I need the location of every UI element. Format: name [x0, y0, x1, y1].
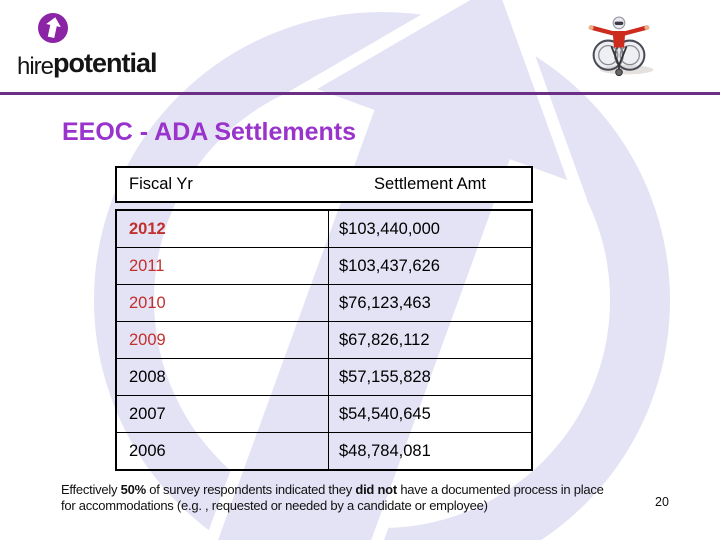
- table-row: 2006 $48,784,081: [117, 432, 531, 469]
- table-row: 2011 $103,437,626: [117, 247, 531, 284]
- footer-text: have a documented process in place: [396, 482, 604, 497]
- footer-text: Effectively: [61, 482, 121, 497]
- fiscal-year-cell: 2009: [117, 322, 329, 358]
- footer-bold-emphasis: did not: [355, 482, 397, 497]
- fiscal-year-cell: 2012: [117, 211, 329, 247]
- hirepotential-arrow-icon: [38, 13, 68, 43]
- settlements-table: 2012 $103,440,000 2011 $103,437,626 2010…: [115, 209, 533, 471]
- table-header: Fiscal Yr Settlement Amt: [115, 166, 533, 203]
- settlement-amount-cell: $103,440,000: [339, 219, 440, 238]
- fiscal-year-cell: 2011: [117, 248, 329, 284]
- footer-text-line2: for accommodations (e.g. , requested or …: [61, 497, 488, 513]
- page-title: EEOC - ADA Settlements: [62, 118, 357, 146]
- table-row: 2012 $103,440,000: [117, 211, 531, 247]
- brand-name-light: hire: [17, 53, 54, 80]
- header-divider-rule: [0, 92, 720, 95]
- column-header-settlement-amt: Settlement Amt: [374, 175, 486, 193]
- footer-note: Effectively 50% of survey respondents in…: [61, 482, 716, 513]
- table-row: 2010 $76,123,463: [117, 284, 531, 321]
- fiscal-year-cell: 2007: [117, 396, 329, 432]
- logo-area: hirepotential: [0, 0, 720, 95]
- settlement-amount-cell: $67,826,112: [339, 330, 430, 349]
- settlement-amount-cell: $48,784,081: [339, 441, 431, 460]
- table-row: 2008 $57,155,828: [117, 358, 531, 395]
- fiscal-year-cell: 2008: [117, 359, 329, 395]
- wheelchair-athlete-image: [588, 16, 654, 77]
- settlement-amount-cell: $76,123,463: [339, 293, 431, 312]
- fiscal-year-cell: 2006: [117, 433, 329, 469]
- footer-text: of survey respondents indicated they: [145, 482, 356, 497]
- brand-wordmark: hirepotential: [17, 48, 158, 80]
- settlement-amount-cell: $54,540,645: [339, 404, 431, 423]
- brand-name-bold: potential: [53, 48, 157, 78]
- table-row: 2007 $54,540,645: [117, 395, 531, 432]
- footer-bold-stat: 50%: [120, 482, 147, 497]
- column-header-fiscal-yr: Fiscal Yr: [129, 175, 193, 193]
- settlement-amount-cell: $103,437,626: [339, 256, 440, 275]
- fiscal-year-cell: 2010: [117, 285, 329, 321]
- table-row: 2009 $67,826,112: [117, 321, 531, 358]
- settlement-amount-cell: $57,155,828: [339, 367, 431, 386]
- page-number: 20: [655, 495, 669, 509]
